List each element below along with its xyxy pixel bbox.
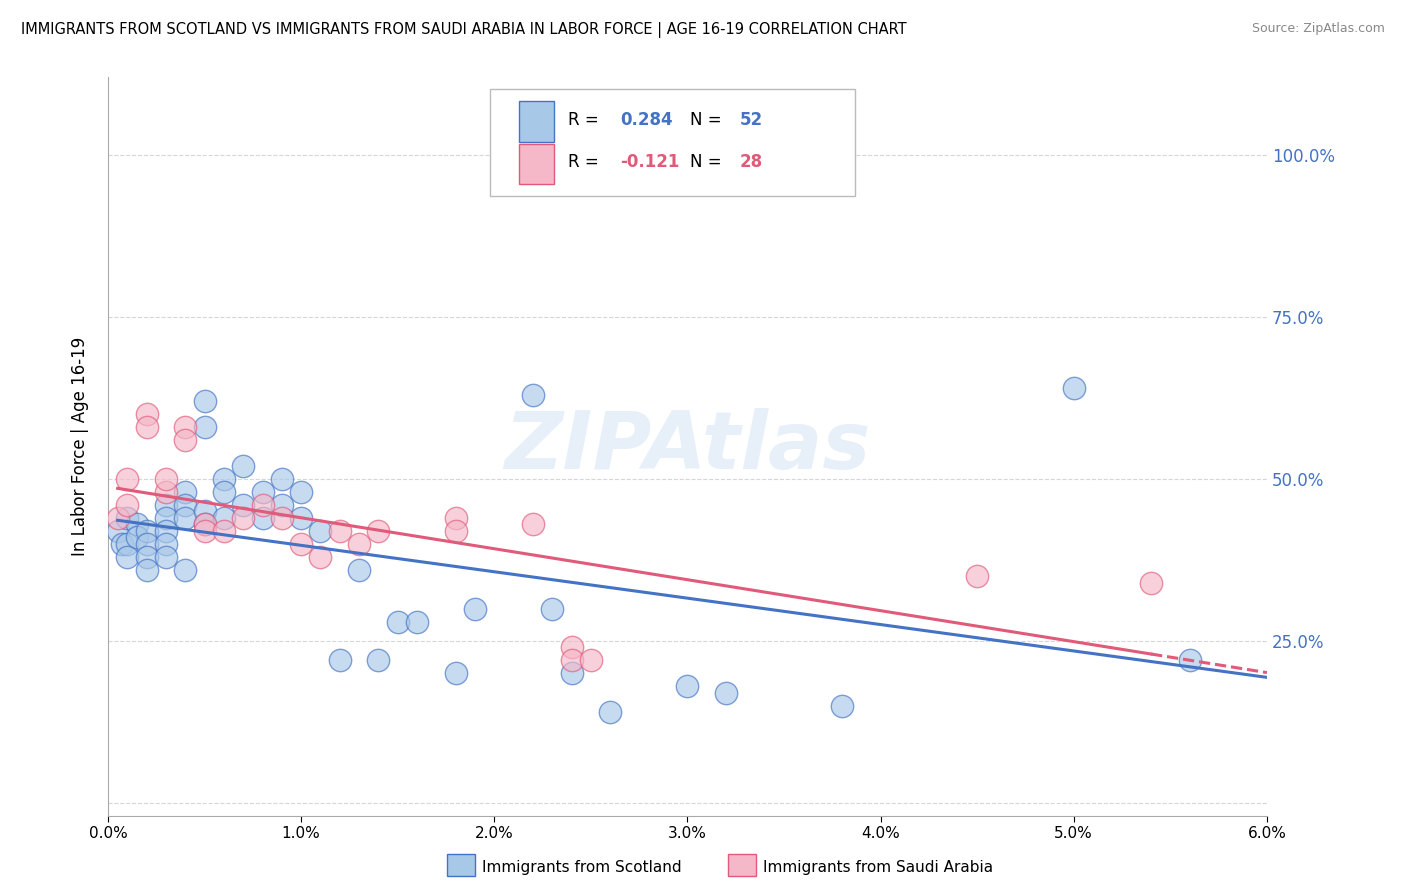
Point [714, 686, 737, 700]
Text: 28: 28 [740, 153, 762, 171]
Point [107, 511, 129, 525]
Point [174, 420, 197, 434]
Point [174, 498, 197, 512]
Point [193, 420, 215, 434]
Point [232, 498, 254, 512]
Point [212, 511, 235, 525]
Point [561, 653, 583, 667]
Point [579, 653, 602, 667]
Text: N =: N = [690, 112, 727, 129]
Point [107, 524, 129, 538]
Point [174, 563, 197, 577]
Point [522, 517, 544, 532]
Point [117, 472, 139, 486]
Point [155, 537, 177, 551]
Text: 0.284: 0.284 [620, 112, 673, 129]
Point [329, 524, 352, 538]
FancyBboxPatch shape [519, 144, 554, 184]
Point [125, 517, 148, 532]
Point [541, 601, 564, 615]
Point [212, 485, 235, 500]
Point [155, 511, 177, 525]
Text: R =: R = [568, 112, 605, 129]
Point [252, 511, 274, 525]
Text: R =: R = [568, 153, 605, 171]
Point [135, 407, 157, 421]
Text: Immigrants from Saudi Arabia: Immigrants from Saudi Arabia [763, 860, 994, 874]
Point [599, 705, 621, 719]
Point [212, 472, 235, 486]
Point [252, 485, 274, 500]
Point [270, 472, 292, 486]
Point [193, 394, 215, 409]
Point [290, 485, 312, 500]
Point [444, 511, 467, 525]
Text: N =: N = [690, 153, 727, 171]
Point [117, 498, 139, 512]
Point [444, 524, 467, 538]
Point [406, 615, 429, 629]
Point [174, 485, 197, 500]
Point [561, 666, 583, 681]
Text: ZIPAtlas: ZIPAtlas [505, 408, 870, 485]
Point [367, 653, 389, 667]
Point [193, 504, 215, 518]
Point [193, 517, 215, 532]
Point [367, 524, 389, 538]
Point [155, 472, 177, 486]
Point [135, 549, 157, 564]
Point [135, 420, 157, 434]
Point [444, 666, 467, 681]
Point [290, 537, 312, 551]
Point [1178, 653, 1201, 667]
Point [193, 517, 215, 532]
Point [270, 498, 292, 512]
Point [155, 498, 177, 512]
Point [309, 524, 332, 538]
Point [1063, 381, 1085, 395]
Point [676, 679, 699, 693]
Point [309, 549, 332, 564]
Point [174, 433, 197, 447]
Point [117, 511, 139, 525]
Point [135, 537, 157, 551]
Point [193, 524, 215, 538]
Point [561, 640, 583, 655]
Text: Source: ZipAtlas.com: Source: ZipAtlas.com [1251, 22, 1385, 36]
Text: -0.121: -0.121 [620, 153, 679, 171]
Point [290, 511, 312, 525]
Point [270, 511, 292, 525]
Point [125, 530, 148, 544]
Point [831, 698, 853, 713]
Point [232, 459, 254, 474]
Text: 52: 52 [740, 112, 762, 129]
Point [252, 498, 274, 512]
Point [155, 524, 177, 538]
FancyBboxPatch shape [519, 102, 554, 142]
Point [117, 537, 139, 551]
Point [117, 549, 139, 564]
Point [212, 524, 235, 538]
Point [966, 569, 988, 583]
Point [387, 615, 409, 629]
Point [174, 511, 197, 525]
Point [347, 563, 370, 577]
Point [522, 388, 544, 402]
Point [135, 563, 157, 577]
Point [464, 601, 486, 615]
Point [347, 537, 370, 551]
Text: IMMIGRANTS FROM SCOTLAND VS IMMIGRANTS FROM SAUDI ARABIA IN LABOR FORCE | AGE 16: IMMIGRANTS FROM SCOTLAND VS IMMIGRANTS F… [21, 22, 907, 38]
Y-axis label: In Labor Force | Age 16-19: In Labor Force | Age 16-19 [72, 337, 89, 557]
Point [329, 653, 352, 667]
Point [155, 549, 177, 564]
Point [110, 537, 132, 551]
Point [135, 524, 157, 538]
Point [232, 511, 254, 525]
FancyBboxPatch shape [491, 88, 855, 195]
Point [1140, 575, 1163, 590]
Point [155, 485, 177, 500]
Text: Immigrants from Scotland: Immigrants from Scotland [482, 860, 682, 874]
